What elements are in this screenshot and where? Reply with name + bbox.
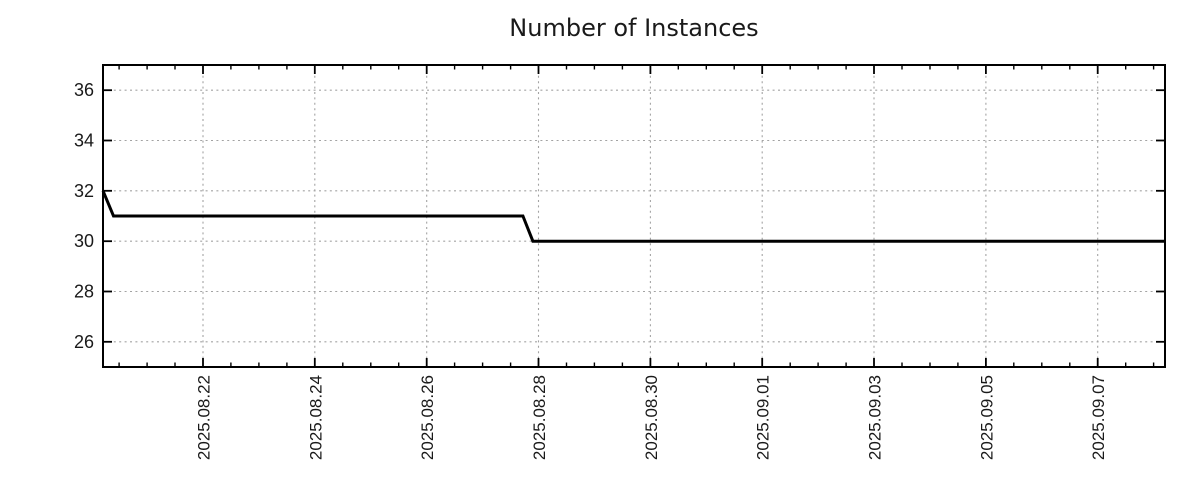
- x-tick-label: 2025.09.01: [754, 375, 773, 460]
- x-tick-label: 2025.08.22: [195, 375, 214, 460]
- y-tick-label: 36: [74, 80, 94, 100]
- x-tick-label: 2025.08.24: [306, 375, 325, 460]
- y-tick-label: 30: [74, 231, 94, 251]
- y-tick-label: 34: [74, 131, 94, 151]
- y-tick-label: 32: [74, 181, 94, 201]
- series-line-instances: [101, 190, 1165, 243]
- plot-border: [102, 64, 1166, 368]
- x-tick-label: 2025.08.28: [530, 375, 549, 460]
- y-tick-label: 26: [74, 332, 94, 352]
- x-tick-label: 2025.08.30: [642, 375, 661, 460]
- x-tick-label: 2025.09.03: [866, 375, 885, 460]
- y-tick-label: 28: [74, 282, 94, 302]
- chart-title: Number of Instances: [509, 14, 759, 42]
- x-tick-label: 2025.08.26: [418, 375, 437, 460]
- x-tick-label: 2025.09.05: [977, 375, 996, 460]
- x-tick-label: 2025.09.07: [1089, 375, 1108, 460]
